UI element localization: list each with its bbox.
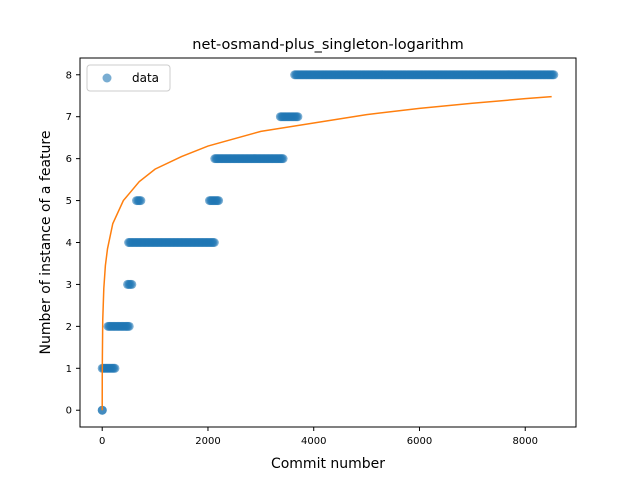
y-tick-label: 8	[66, 70, 72, 81]
data-point	[209, 238, 219, 247]
y-tick-label: 2	[66, 322, 72, 333]
x-tick-label: 0	[99, 436, 105, 447]
x-axis-label: Commit number	[271, 456, 385, 472]
data-point	[293, 112, 303, 122]
y-tick-label: 6	[66, 154, 72, 165]
y-tick-label: 4	[66, 238, 72, 249]
data-point	[214, 196, 224, 206]
data-point	[124, 321, 134, 331]
y-tick-label: 3	[66, 280, 72, 291]
data-point	[549, 70, 559, 80]
y-tick-label: 5	[66, 196, 72, 207]
y-axis-label: Number of instance of a feature	[38, 131, 54, 355]
data-point	[136, 196, 146, 206]
y-tick-label: 1	[66, 364, 72, 375]
legend: data	[86, 64, 171, 92]
legend-box	[86, 64, 171, 92]
data-point	[127, 279, 137, 289]
chart-title: net-osmand-plus_singleton-logarithm	[192, 37, 463, 53]
data-point	[278, 154, 288, 164]
legend-marker-data	[102, 73, 112, 83]
fit-curve	[101, 95, 552, 411]
x-tick-label: 2000	[195, 436, 220, 447]
x-tick-label: 8000	[513, 436, 538, 447]
data-point	[110, 363, 120, 373]
x-tick-label: 6000	[407, 436, 432, 447]
x-tick-label: 4000	[301, 436, 326, 447]
y-tick-label: 7	[66, 112, 72, 123]
legend-label-data: data	[132, 71, 159, 85]
y-tick-label: 0	[66, 406, 72, 417]
